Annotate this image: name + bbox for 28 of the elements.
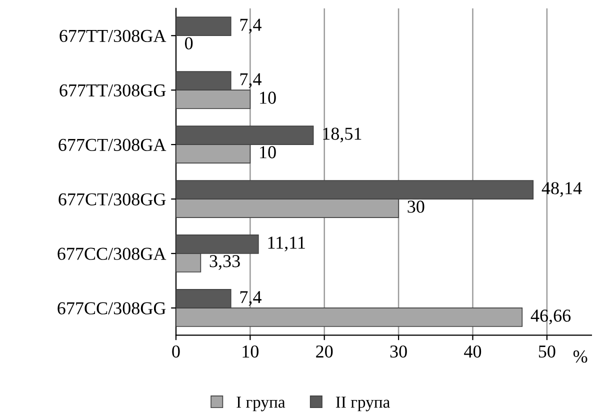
legend-label: I група	[236, 396, 286, 412]
data-label: 7,4	[240, 73, 262, 88]
data-label: 46,66	[530, 310, 571, 324]
y-tick-label: 677TT/308GA	[60, 30, 166, 42]
data-label: 10	[260, 92, 276, 104]
y-tick-label: 677CT/308GG	[58, 193, 166, 206]
data-label: 7,4	[240, 18, 262, 34]
x-tick-label: 10	[242, 345, 258, 358]
data-label: 3,33	[210, 255, 240, 270]
data-label: 7,4	[240, 291, 262, 306]
x-tick-label: 30	[390, 345, 407, 358]
data-label: 48,14	[542, 182, 582, 197]
data-label: 11,11	[268, 236, 305, 252]
data-label: 10	[260, 146, 276, 158]
x-tick-label: 40	[464, 345, 482, 358]
y-tick-label: 677CC/308GG	[58, 302, 166, 314]
x-tick-label: 20	[316, 345, 333, 358]
bar	[176, 16, 232, 36]
legend-label: II група	[336, 396, 390, 412]
data-label: 18,51	[323, 128, 362, 142]
x-tick-label: 0	[172, 345, 180, 358]
y-tick-label: 677CC/308GA	[58, 248, 166, 260]
y-tick-label: 677TT/308GG	[60, 84, 166, 97]
data-label: 0	[184, 37, 193, 50]
x-tick-label: 50	[538, 345, 556, 358]
y-tick-label: 677CT/308GA	[58, 138, 166, 151]
x-axis-title: %	[573, 350, 588, 363]
data-label: 30	[408, 200, 424, 213]
